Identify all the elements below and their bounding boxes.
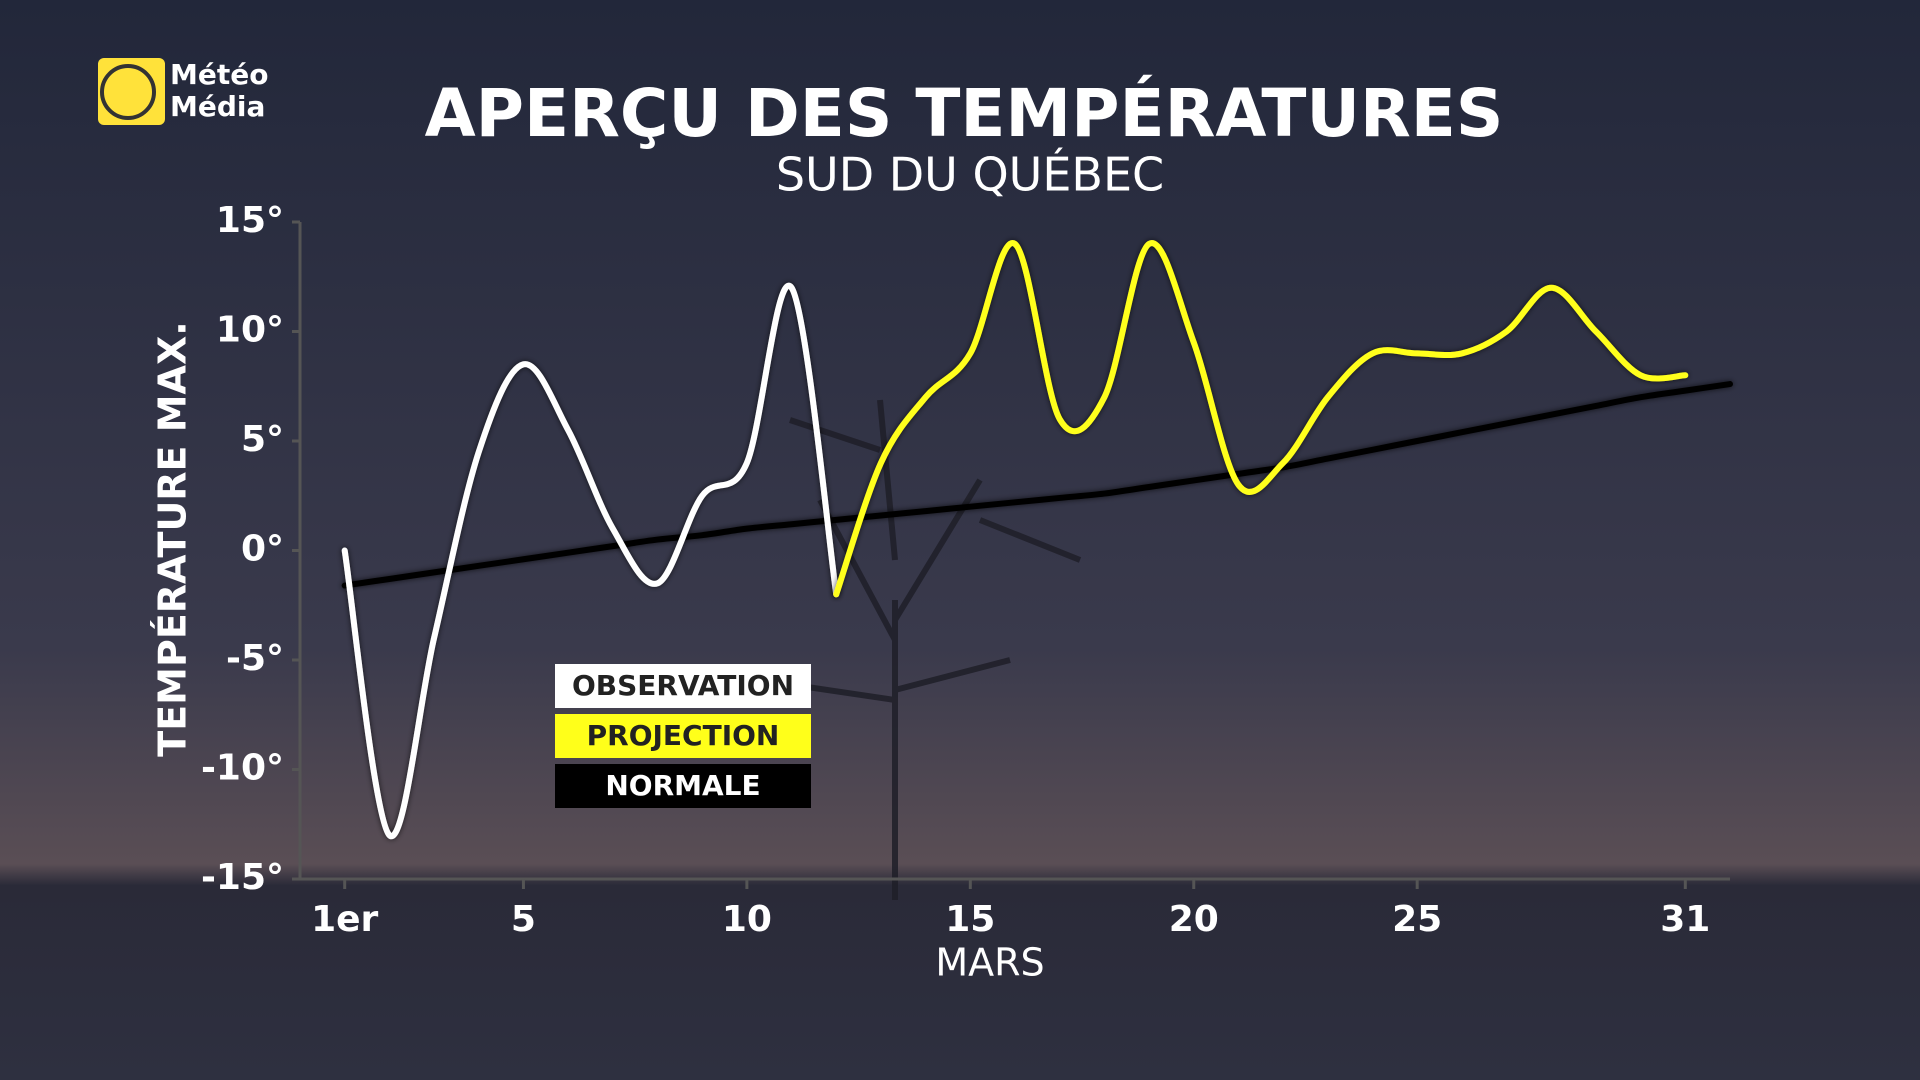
x-tick-label: 1er [311,899,378,940]
x-tick-label: 15 [945,899,995,940]
legend-label: OBSERVATION [572,669,794,702]
chart-title: APERÇU DES TEMPÉRATURES [425,74,1504,152]
legend-label: PROJECTION [587,719,780,752]
y-tick-label: 15° [216,200,284,241]
y-tick-label: -5° [226,638,284,679]
y-tick-label: 5° [241,419,284,460]
legend-swatch [555,664,811,708]
x-tick-label: 31 [1660,899,1710,940]
legend-swatch [555,714,811,758]
y-tick-label: -10° [201,748,284,789]
series-line [341,282,840,840]
y-axis-label: TEMPÉRATURE MAX. [151,321,195,756]
x-tick-label: 5 [511,899,536,940]
y-tick-label: -15° [201,857,284,898]
chart-subtitle: SUD DU QUÉBEC [776,148,1164,202]
y-tick-label: 0° [241,529,284,570]
legend-swatch [555,764,811,808]
series-line [341,381,1733,589]
x-tick-label: 25 [1392,899,1442,940]
logo-globe [100,64,156,120]
logo-text: Média [170,90,265,123]
logo-text: Météo [170,58,268,91]
x-axis-label: MARS [935,941,1044,985]
x-tick-label: 10 [722,899,772,940]
series-line [833,240,1689,598]
legend-label: NORMALE [605,769,760,802]
tree [759,399,1082,900]
y-tick-label: 10° [216,310,284,351]
x-tick-label: 20 [1169,899,1219,940]
